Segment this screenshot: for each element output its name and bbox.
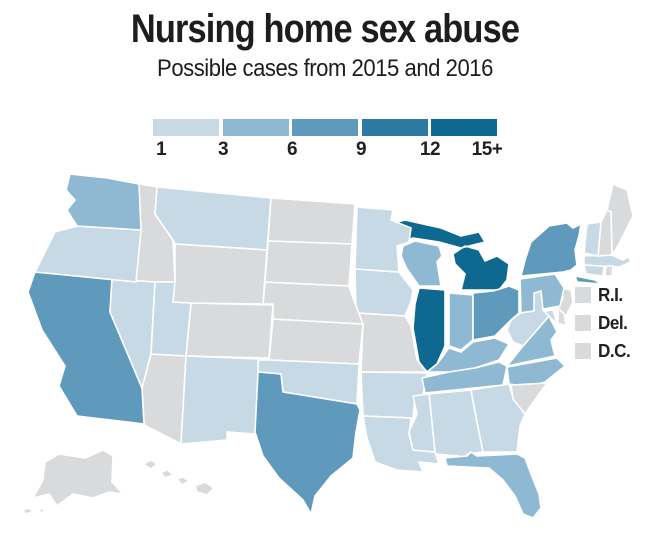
del-label: Del. <box>598 312 628 333</box>
chart-subtitle: Possible cases from 2015 and 2016 <box>157 55 493 82</box>
state-hawaii <box>142 459 215 496</box>
state-iowa <box>354 268 414 317</box>
dc-swatch <box>575 343 591 359</box>
small-state-row-ri: R.I. <box>575 284 650 305</box>
legend-swatch-4 <box>361 119 428 136</box>
state-colorado <box>185 302 274 359</box>
ri-swatch <box>575 287 591 303</box>
state-south-dakota <box>264 240 353 287</box>
state-north-carolina <box>506 357 566 388</box>
dc-label: D.C. <box>598 340 631 361</box>
state-new-mexico <box>180 355 261 445</box>
state-florida <box>444 451 542 519</box>
legend-tick: 1 <box>155 139 167 160</box>
state-washington <box>65 173 142 231</box>
small-states-key: R.I. Del. D.C. <box>575 284 650 371</box>
ri-label: R.I. <box>598 284 623 305</box>
state-rhode-island <box>604 265 614 277</box>
legend-swatch-1 <box>153 119 219 136</box>
legend-tick: 12 <box>419 139 441 160</box>
state-texas <box>254 371 361 515</box>
state-ohio <box>472 285 520 341</box>
state-north-dakota <box>267 197 356 245</box>
legend-swatch-3 <box>292 119 358 136</box>
state-arizona <box>141 353 187 445</box>
legend-swatch-2 <box>222 119 289 136</box>
state-kansas <box>268 318 364 365</box>
us-choropleth-map <box>22 173 634 519</box>
state-mississippi <box>408 393 436 453</box>
legend-tick: 15+ <box>471 139 503 160</box>
state-new-york <box>520 222 602 285</box>
state-tennessee <box>421 361 508 394</box>
legend-swatches <box>153 119 497 136</box>
color-scale-legend: 1 3 6 9 12 15+ <box>153 119 503 165</box>
del-swatch <box>575 315 591 331</box>
state-wisconsin <box>400 240 443 287</box>
legend-tick: 3 <box>217 139 229 160</box>
state-oregon <box>34 225 142 283</box>
state-indiana <box>448 292 474 351</box>
chart-header: Nursing home sex abuse Possible cases fr… <box>0 6 650 84</box>
state-west-virginia <box>506 290 550 347</box>
legend-swatch-5 <box>431 119 497 136</box>
state-montana <box>154 186 272 251</box>
state-wyoming <box>172 243 268 305</box>
state-nevada <box>109 278 156 389</box>
small-state-row-del: Del. <box>575 312 650 333</box>
state-new-jersey <box>557 287 574 317</box>
state-south-carolina <box>510 382 548 415</box>
legend-tick-labels: 1 3 6 9 12 15+ <box>153 139 503 163</box>
state-georgia <box>470 383 526 453</box>
state-vermont <box>583 221 602 257</box>
small-state-row-dc: D.C. <box>575 340 650 361</box>
chart-title: Nursing home sex abuse <box>130 7 520 51</box>
state-nebraska <box>262 281 364 325</box>
state-massachusetts <box>583 254 632 268</box>
state-minnesota <box>354 206 412 273</box>
states-group <box>22 173 634 519</box>
state-alaska <box>22 449 124 515</box>
legend-tick: 6 <box>286 139 298 160</box>
legend-tick: 9 <box>355 139 367 160</box>
